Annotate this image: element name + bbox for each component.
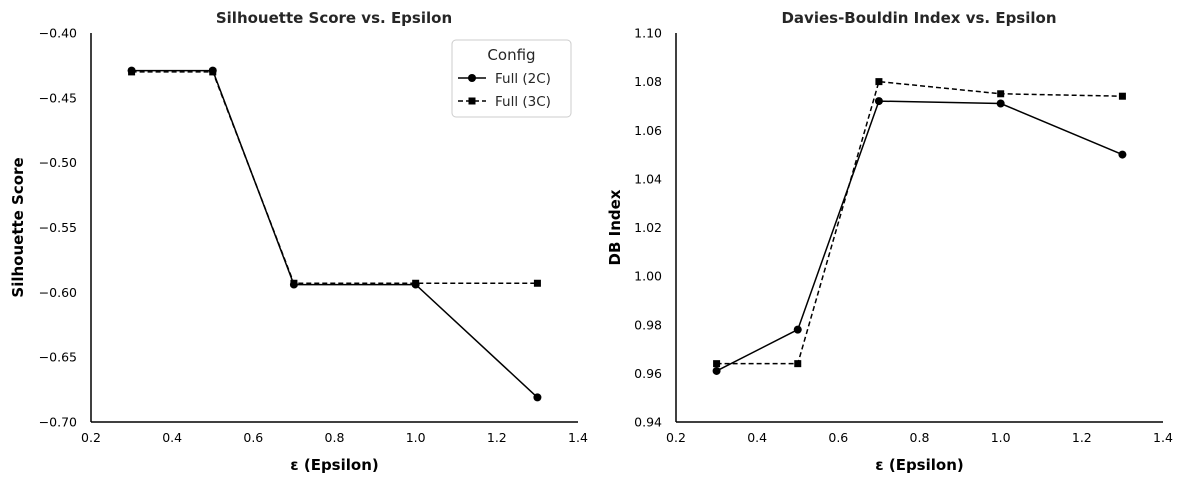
x-tick-label: 1.0 [406, 430, 426, 445]
y-tick-label: −0.45 [39, 90, 77, 105]
x-tick-label: 0.6 [828, 430, 848, 445]
legend-label: Full (2C) [495, 71, 551, 87]
data-point [875, 78, 883, 86]
legend-marker [468, 74, 476, 82]
y-tick-label: 1.06 [634, 123, 662, 138]
data-point [712, 366, 721, 375]
data-point [713, 360, 721, 368]
x-axis-label: ε (Epsilon) [875, 456, 963, 474]
data-point [794, 360, 802, 368]
x-axis-label: ε (Epsilon) [290, 456, 378, 474]
data-point [412, 279, 420, 287]
y-tick-label: −0.65 [39, 350, 77, 365]
legend-title: Config [487, 46, 535, 64]
data-point [209, 68, 217, 76]
x-tick-label: 1.0 [991, 430, 1011, 445]
data-point [1118, 150, 1127, 159]
legend: Config Full (2C) Full (3C) [451, 39, 572, 118]
y-tick-label: 1.10 [634, 26, 662, 41]
data-point [874, 97, 883, 106]
x-tick-label: 0.8 [910, 430, 930, 445]
y-tick-label: 1.02 [634, 220, 662, 235]
y-axis-label: Silhouette Score [9, 157, 27, 297]
y-tick-label: −0.50 [39, 155, 77, 170]
x-tick-label: 1.4 [568, 430, 588, 445]
data-point [128, 68, 136, 76]
legend-item: Full (2C) [458, 71, 551, 87]
x-tick-label: 0.2 [666, 430, 686, 445]
y-tick-label: 0.98 [634, 317, 662, 332]
data-point [290, 279, 298, 287]
chart-title: Silhouette Score vs. Epsilon [216, 9, 452, 27]
y-tick-label: −0.40 [39, 26, 77, 41]
data-point [793, 325, 802, 334]
y-tick-label: 1.00 [634, 269, 662, 284]
x-tick-label: 1.4 [1153, 430, 1173, 445]
data-point [533, 279, 541, 287]
y-tick-label: −0.70 [39, 415, 77, 430]
y-tick-label: 0.94 [634, 415, 662, 430]
x-tick-label: 1.2 [487, 430, 507, 445]
x-tick-label: 1.2 [1072, 430, 1092, 445]
legend-box [451, 39, 572, 118]
y-tick-label: 1.08 [634, 74, 662, 89]
series-full-3c [713, 78, 1126, 368]
x-tick-label: 0.4 [747, 430, 767, 445]
legend-item: Full (3C) [458, 94, 551, 110]
data-point [996, 99, 1005, 108]
x-tick-label: 0.6 [243, 430, 263, 445]
series-line [131, 69, 538, 398]
x-tick-label: 0.2 [81, 430, 101, 445]
data-point [1118, 92, 1126, 100]
legend-marker [468, 97, 476, 105]
y-tick-label: −0.55 [39, 220, 77, 235]
x-tick-label: 0.8 [325, 430, 345, 445]
series-full-2c [712, 97, 1127, 375]
series-line [716, 80, 1123, 365]
series-line [716, 100, 1123, 372]
chart-panel-2: Davies-Bouldin Index vs. Epsilon 0.2 0.4 0.… [606, 9, 1173, 474]
legend-label: Full (3C) [495, 94, 551, 110]
series-full-3c [128, 68, 541, 287]
y-tick-label: 1.04 [634, 171, 662, 186]
data-point [997, 90, 1005, 98]
data-point [533, 393, 542, 402]
y-axis-label: DB Index [606, 189, 624, 265]
chart-title: Davies-Bouldin Index vs. Epsilon [781, 9, 1056, 27]
y-tick-label: −0.60 [39, 285, 77, 300]
chart-panel-1: Silhouette Score vs. Epsilon 0.2 0.4 0.6 0.8… [9, 9, 588, 474]
y-tick-label: 0.96 [634, 366, 662, 381]
x-tick-label: 0.4 [162, 430, 182, 445]
